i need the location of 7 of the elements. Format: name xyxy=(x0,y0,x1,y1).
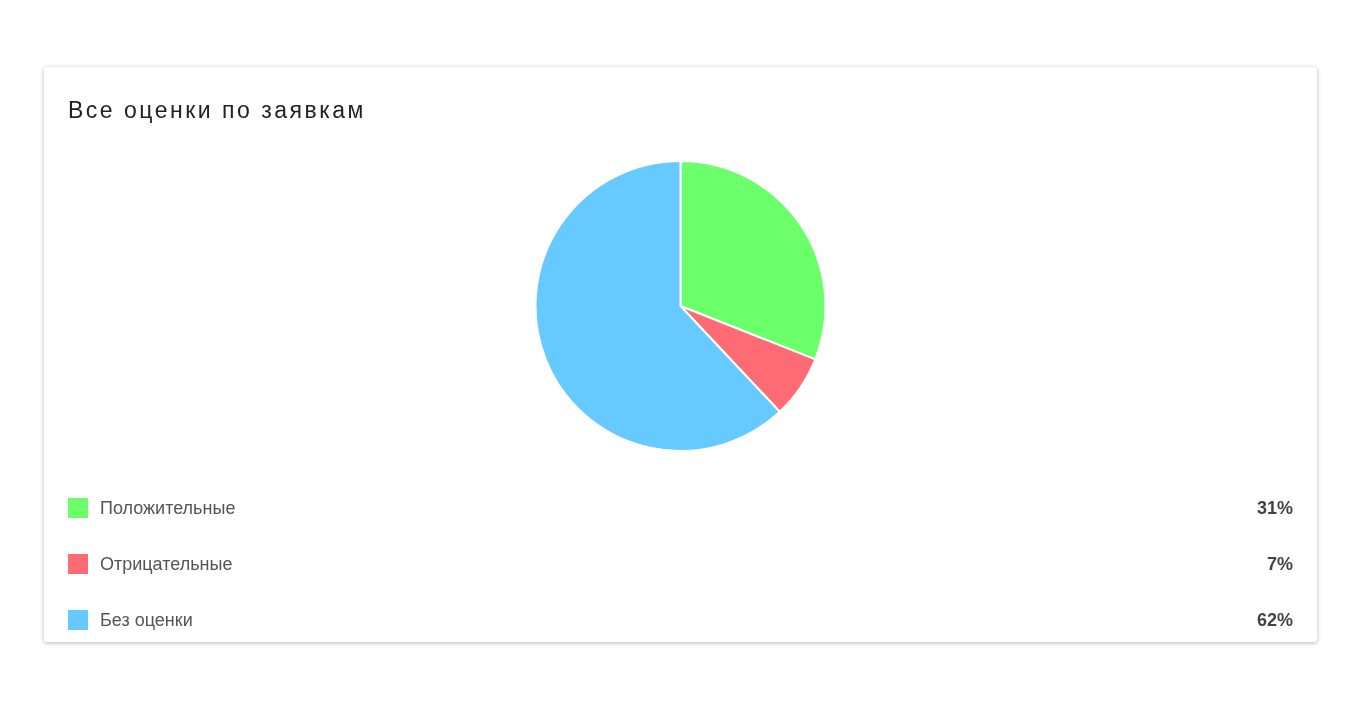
data-label: 31% xyxy=(1256,497,1293,519)
chart-title: Все оценки по заявкам xyxy=(68,97,366,124)
data-label: 62% xyxy=(1256,609,1293,631)
legend-label: Отрицательные xyxy=(100,553,234,575)
legend-label: Положительные xyxy=(100,497,237,519)
data-label: 7% xyxy=(1266,553,1293,575)
legend-label: Без оценки xyxy=(100,609,194,631)
